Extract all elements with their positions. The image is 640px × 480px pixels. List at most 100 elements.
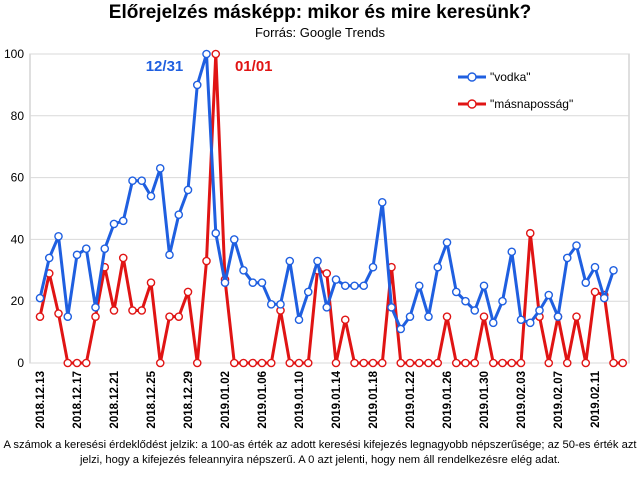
x-tick-label: 2019.01.22 [405,371,417,429]
data-point [294,358,304,368]
data-point [414,281,424,291]
data-point [229,358,239,368]
data-point [146,191,156,201]
data-point [562,358,572,368]
x-tick-label: 2019.01.02 [220,371,232,429]
data-point [572,312,581,321]
y-tick-label: 100 [4,47,24,61]
data-point [211,228,221,238]
data-point [146,278,156,287]
data-point [35,293,45,303]
data-point [155,164,165,173]
data-point [442,238,452,247]
data-point [590,262,600,272]
data-point [442,312,452,321]
data-point [359,281,369,291]
data-point [285,256,295,266]
data-point [192,358,202,368]
data-point [294,315,304,325]
data-point [229,235,239,244]
data-point [72,250,82,260]
data-point [239,265,248,275]
data-point [562,253,572,263]
legend-label: "vodka" [490,70,531,84]
data-point [220,278,230,287]
data-point [276,299,285,309]
chart-footnote: A számok a keresési érdeklődést jelzik: … [3,439,637,466]
legend-marker [467,72,477,82]
data-point [174,312,184,321]
data-point [581,358,591,368]
data-point [405,358,415,368]
data-point [331,275,341,284]
data-point [451,287,461,297]
data-point [368,262,378,272]
data-point [599,293,609,303]
data-point [137,176,147,185]
data-point [590,287,600,297]
data-point [609,265,618,275]
data-point [202,49,211,59]
data-point [155,358,165,368]
data-point [377,198,387,207]
data-point [544,358,554,368]
data-point [479,312,489,321]
x-tick-label: 2018.12.29 [183,371,195,429]
data-point [211,49,221,59]
data-point [331,358,341,368]
line-chart: 0 20 40 60 80 100 2018.12.13 2018.12.17 2018.12.… [4,47,630,429]
data-point [350,281,359,291]
data-point [303,358,313,368]
y-tick-label: 80 [11,109,25,123]
data-point [192,80,202,90]
data-point [248,358,258,368]
data-point [340,315,350,325]
x-tick-label: 2018.12.25 [146,370,158,428]
data-point [266,299,276,309]
data-point [63,312,73,321]
data-point [461,358,470,368]
data-point [433,262,443,272]
chart-subtitle: Forrás: Google Trends [254,25,386,40]
data-point [285,358,295,368]
data-point [118,253,128,263]
data-point [72,358,82,368]
data-point [137,306,147,315]
data-point [63,358,73,368]
data-point [470,306,480,315]
data-point [81,244,91,253]
data-point [618,358,628,368]
data-point [350,358,359,368]
data-point [81,358,91,368]
data-point [257,358,267,368]
data-point [35,312,45,321]
x-tick-label: 2019.01.26 [442,371,454,429]
data-point [461,296,470,306]
data-point [609,358,618,368]
data-point [174,210,184,219]
data-point [581,278,591,287]
data-point [165,250,174,260]
data-point [396,358,406,368]
legend-label: "másnaposság" [490,97,573,111]
data-point [266,358,276,368]
data-point [128,306,137,315]
data-point [303,287,313,297]
data-point [257,278,267,287]
data-point [313,256,322,266]
data-point [248,278,258,287]
x-tick-label: 2018.12.17 [72,371,84,429]
y-tick-label: 20 [11,294,25,308]
data-point [109,306,119,315]
data-point [433,358,443,368]
data-point [516,315,526,325]
y-tick-label: 60 [11,171,25,185]
data-point [91,303,100,312]
y-tick-label: 40 [11,232,25,246]
data-point [91,312,100,321]
data-point [396,324,406,334]
data-point [165,312,174,321]
x-tick-label: 2019.01.06 [257,371,269,429]
x-tick-label: 2019.02.03 [516,371,528,429]
data-point [535,306,544,315]
